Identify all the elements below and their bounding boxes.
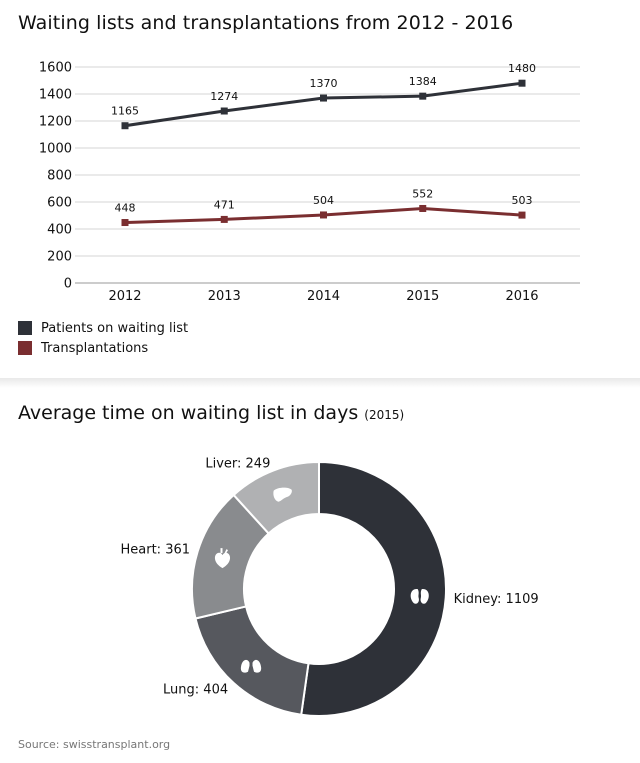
x-tick-label: 2016 [505, 289, 538, 304]
y-tick-label: 1400 [39, 88, 72, 103]
x-tick-label: 2012 [108, 289, 141, 304]
data-point [320, 211, 327, 219]
source-note: Source: swisstransplant.org [18, 738, 171, 751]
legend-swatch-waiting-list [18, 321, 32, 335]
legend-label-waiting-list: Patients on waiting list [41, 320, 189, 336]
x-tick-label: 2014 [307, 289, 340, 304]
kidney-icon [410, 589, 429, 604]
line-chart: 0 200 400 600 800 1000 1200 1400 1600 2012 2013 201… [39, 61, 580, 304]
data-point [320, 94, 327, 102]
data-label: 471 [214, 198, 235, 211]
legend-item-transplantations: Transplantations [18, 338, 188, 358]
data-point [220, 107, 228, 115]
y-tick-label: 200 [47, 250, 72, 265]
donut-label-liver: Liver: 249 [205, 457, 270, 472]
legend-item-waiting-list: Patients on waiting list [18, 318, 188, 338]
data-point [220, 215, 228, 223]
data-point [121, 122, 129, 130]
data-label: 1370 [310, 77, 338, 90]
donut-label-kidney: Kidney: 1109 [454, 592, 539, 607]
data-label: 1480 [508, 62, 536, 75]
y-tick-label: 1600 [39, 61, 72, 76]
data-label: 1274 [210, 90, 238, 103]
data-label: 503 [512, 194, 533, 207]
data-point [419, 204, 427, 212]
y-tick-label: 400 [47, 223, 72, 238]
data-label: 552 [412, 187, 433, 200]
panel-separator [0, 378, 640, 388]
y-tick-label: 0 [64, 277, 72, 292]
data-point [518, 211, 526, 219]
donut-chart-title-year: (2015) [364, 408, 405, 422]
data-point [518, 79, 526, 87]
y-tick-label: 800 [47, 169, 72, 184]
data-label: 448 [115, 202, 136, 215]
heart-icon [214, 548, 231, 569]
donut-chart-title: Average time on waiting list in days (20… [18, 402, 404, 424]
data-label: 1384 [409, 75, 437, 88]
line-chart-title: Waiting lists and transplantations from … [18, 12, 514, 34]
legend-label-transplantations: Transplantations [41, 340, 149, 356]
donut-label-heart: Heart: 361 [121, 543, 191, 558]
line-chart-panel: Waiting lists and transplantations from … [0, 0, 640, 378]
donut-label-lung: Lung: 404 [163, 682, 228, 697]
liver-icon [273, 487, 292, 502]
data-point [419, 92, 427, 100]
line-chart-legend: Patients on waiting list Transplantation… [18, 318, 188, 358]
y-tick-label: 600 [47, 196, 72, 211]
y-tick-label: 1200 [39, 115, 72, 130]
data-label: 504 [313, 194, 334, 207]
data-point [121, 219, 129, 227]
donut-chart-title-main: Average time on waiting list in days [18, 402, 359, 424]
x-tick-label: 2015 [406, 289, 439, 304]
donut-slice-kidney [300, 460, 447, 717]
donut-slice-lung [194, 605, 310, 716]
legend-swatch-transplantations [18, 341, 32, 355]
y-tick-label: 1000 [39, 142, 72, 157]
lungs-icon [240, 654, 262, 673]
x-tick-label: 2013 [208, 289, 241, 304]
data-label: 1165 [111, 105, 139, 118]
